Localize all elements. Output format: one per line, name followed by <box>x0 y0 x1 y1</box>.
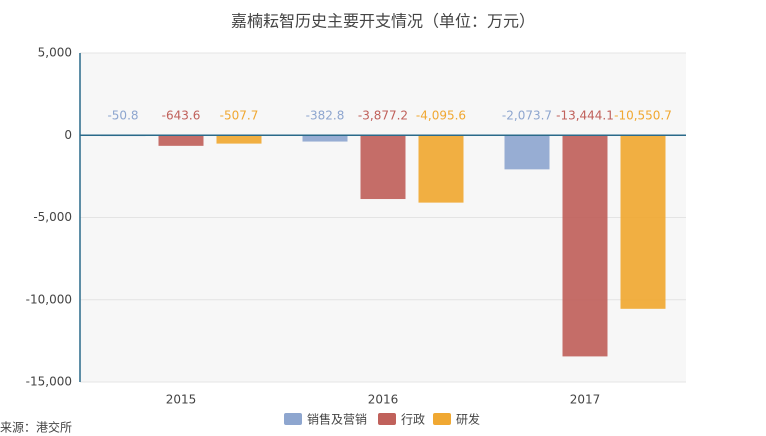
source-note: 来源：港交所 <box>0 420 72 435</box>
value-label: -13,444.1 <box>556 109 614 123</box>
x-tick-label: 2015 <box>166 393 197 407</box>
bar <box>360 135 406 200</box>
bar <box>158 135 204 146</box>
legend-swatch <box>378 413 396 425</box>
y-tick-label: -10,000 <box>26 292 72 306</box>
value-label: -10,550.7 <box>614 109 672 123</box>
value-label: -507.7 <box>220 109 259 123</box>
value-label: -382.8 <box>306 109 345 123</box>
y-tick-label: -15,000 <box>26 375 72 389</box>
bar <box>216 135 262 144</box>
bar <box>620 135 666 309</box>
y-tick-label: 5,000 <box>38 46 72 60</box>
legend-label: 研发 <box>456 412 480 427</box>
chart-title: 嘉楠耘智历史主要开支情况（单位：万元） <box>231 12 535 31</box>
value-label: -643.6 <box>162 109 201 123</box>
bar <box>302 135 348 142</box>
y-tick-label: -5,000 <box>33 210 72 224</box>
bar <box>504 135 550 170</box>
value-label: -50.8 <box>107 109 138 123</box>
legend-swatch <box>433 413 451 425</box>
bar <box>418 135 464 203</box>
value-label: -3,877.2 <box>358 109 408 123</box>
legend-swatch <box>284 413 302 425</box>
value-label: -4,095.6 <box>416 109 466 123</box>
bar <box>562 135 608 357</box>
legend-label: 销售及营销 <box>307 412 367 427</box>
x-tick-label: 2016 <box>368 393 399 407</box>
legend-label: 行政 <box>401 413 425 427</box>
y-tick-label: 0 <box>64 128 72 142</box>
value-label: -2,073.7 <box>502 109 552 123</box>
x-tick-label: 2017 <box>570 393 601 407</box>
